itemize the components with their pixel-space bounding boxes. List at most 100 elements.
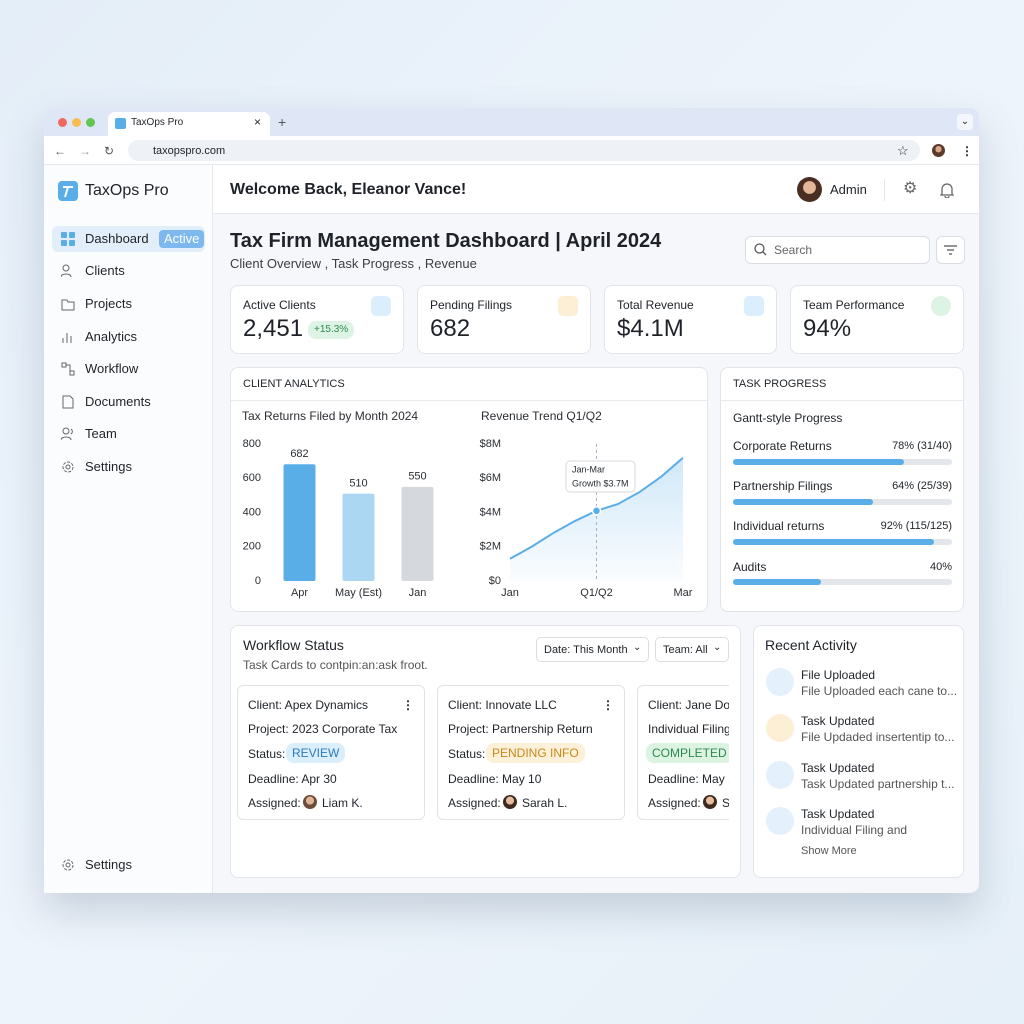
url-field[interactable] bbox=[128, 140, 920, 161]
task-project: Project: 2023 Corporate Tax bbox=[248, 722, 398, 736]
nav-item[interactable]: Projects bbox=[52, 291, 205, 317]
user-name[interactable]: Admin bbox=[830, 182, 867, 197]
filter-icon bbox=[944, 245, 957, 255]
kpi-card: Team Performance 94% bbox=[790, 285, 964, 354]
progress-subtitle: Gantt-style Progress bbox=[733, 411, 843, 425]
header-divider bbox=[884, 179, 885, 201]
progress-track bbox=[733, 459, 952, 465]
nav-item[interactable]: Documents bbox=[52, 389, 205, 415]
maximize-dot[interactable] bbox=[86, 118, 95, 127]
tab-menu[interactable]: ⌄ bbox=[957, 114, 973, 130]
status-pill: REVIEW bbox=[286, 743, 346, 763]
status-pill: COMPLETED bbox=[646, 743, 729, 763]
assigned-label: Assigned: bbox=[448, 796, 501, 810]
sidebar bbox=[44, 165, 213, 893]
welcome-text: Welcome Back, Eleanor Vance! bbox=[230, 181, 467, 198]
card-title: Recent Activity bbox=[765, 637, 857, 653]
progress-bar bbox=[733, 459, 904, 465]
assignee-avatar bbox=[303, 795, 317, 809]
url-text: taxopspro.com bbox=[153, 145, 226, 157]
nav-label: Settings bbox=[85, 857, 132, 872]
nav-icon bbox=[61, 427, 73, 441]
rect bbox=[69, 370, 75, 376]
chevron: ⌄ bbox=[633, 642, 642, 653]
assignee-name: Sa bbox=[722, 796, 729, 810]
assigned-label: Assigned: bbox=[248, 796, 301, 810]
status-label: Status: bbox=[448, 747, 486, 761]
assignee-avatar bbox=[503, 795, 517, 809]
path bbox=[940, 183, 954, 198]
task-menu: ⋮ bbox=[402, 698, 414, 712]
bookmark-star[interactable]: ☆ bbox=[897, 143, 909, 158]
path bbox=[62, 395, 74, 409]
progress-track bbox=[733, 499, 952, 505]
reload-button[interactable]: ↻ bbox=[104, 144, 115, 158]
path bbox=[61, 273, 72, 278]
task-menu: ⋮ bbox=[602, 698, 614, 712]
circle bbox=[62, 461, 74, 473]
path bbox=[63, 186, 73, 198]
nav-item[interactable]: Clients bbox=[52, 258, 205, 284]
task-card[interactable]: Client: Jane Doe Individual Filing COMPL… bbox=[637, 685, 729, 820]
nav-icon bbox=[62, 461, 74, 473]
browser-menu[interactable]: ⋮ bbox=[961, 144, 973, 158]
browser-tab[interactable] bbox=[108, 112, 270, 136]
search-box[interactable] bbox=[745, 236, 930, 264]
team-filter[interactable]: Team: All ⌄ bbox=[655, 637, 729, 662]
nav-label: Workflow bbox=[85, 361, 139, 376]
date-filter[interactable]: Date: This Month ⌄ bbox=[536, 637, 649, 662]
settings-button[interactable]: ⚙ bbox=[903, 180, 918, 197]
task-client: Client: Innovate LLC bbox=[448, 698, 557, 712]
task-progress-card: TASK PROGRESS Gantt-style Progress Corpo… bbox=[720, 367, 964, 612]
task-deadline: Deadline: May 10 bbox=[448, 772, 542, 786]
user-avatar[interactable] bbox=[797, 177, 822, 202]
nav-item[interactable]: Analytics bbox=[52, 324, 205, 350]
kpi-card: Total Revenue $4.1M bbox=[604, 285, 777, 354]
progress-label: 40% bbox=[929, 561, 952, 573]
activity-icon bbox=[766, 668, 794, 696]
filter-label: Date: This Month bbox=[544, 644, 628, 656]
activity-icon bbox=[766, 807, 794, 835]
nav-label: Dashboard bbox=[85, 231, 149, 246]
activity-title: Task Updated bbox=[801, 714, 875, 728]
filter-button[interactable] bbox=[936, 236, 965, 264]
progress-bar bbox=[733, 579, 821, 585]
activity-title: Task Updated bbox=[801, 761, 875, 775]
nav-icon bbox=[62, 859, 74, 871]
sidebar-footer-settings[interactable]: Settings bbox=[52, 852, 205, 878]
nav-icon bbox=[62, 395, 74, 409]
kpi-label: Total Revenue bbox=[617, 298, 694, 312]
activity-detail: Task Updated partnership t... bbox=[801, 777, 955, 791]
circle bbox=[65, 862, 71, 868]
forward-button[interactable]: → bbox=[79, 144, 91, 158]
back-button[interactable]: ← bbox=[54, 144, 66, 158]
minimize-dot[interactable] bbox=[72, 118, 81, 127]
progress-track bbox=[733, 579, 952, 585]
nav-item[interactable]: Team bbox=[52, 421, 205, 447]
kpi-delta: +15.3% bbox=[308, 321, 355, 339]
tab-close[interactable]: × bbox=[254, 115, 262, 129]
search-placeholder: Search bbox=[774, 243, 813, 257]
show-more[interactable]: Show More bbox=[801, 845, 857, 857]
brand-name: TaxOps Pro bbox=[85, 182, 169, 199]
new-tab[interactable]: + bbox=[278, 114, 287, 130]
task-client: Client: Apex Dynamics bbox=[248, 698, 369, 712]
task-project: Individual Filing bbox=[648, 722, 729, 736]
assignee-avatar bbox=[703, 795, 717, 809]
notifications-button[interactable] bbox=[940, 182, 954, 198]
nav-label: Documents bbox=[85, 394, 151, 409]
task-card[interactable]: Client: Innovate LLC ⋮ Project: Partners… bbox=[437, 685, 625, 820]
nav-item[interactable]: Dashboard Active bbox=[52, 226, 205, 252]
activity-detail: File Updaded insertentip to... bbox=[801, 730, 955, 744]
progress-label: 78% (31/40) bbox=[892, 440, 952, 452]
workflow-card: Workflow Status Task Cards to contpin:an… bbox=[230, 625, 741, 878]
path bbox=[762, 251, 767, 256]
profile-avatar[interactable] bbox=[932, 144, 945, 157]
nav-icon bbox=[61, 232, 75, 246]
activity-card: Recent Activity File Uploaded File Uploa… bbox=[753, 625, 964, 878]
task-card[interactable]: Client: Apex Dynamics ⋮ Project: 2023 Co… bbox=[237, 685, 425, 820]
nav-item[interactable]: Workflow bbox=[52, 356, 205, 382]
close-dot[interactable] bbox=[58, 118, 67, 127]
nav-item[interactable]: Settings bbox=[52, 454, 205, 480]
